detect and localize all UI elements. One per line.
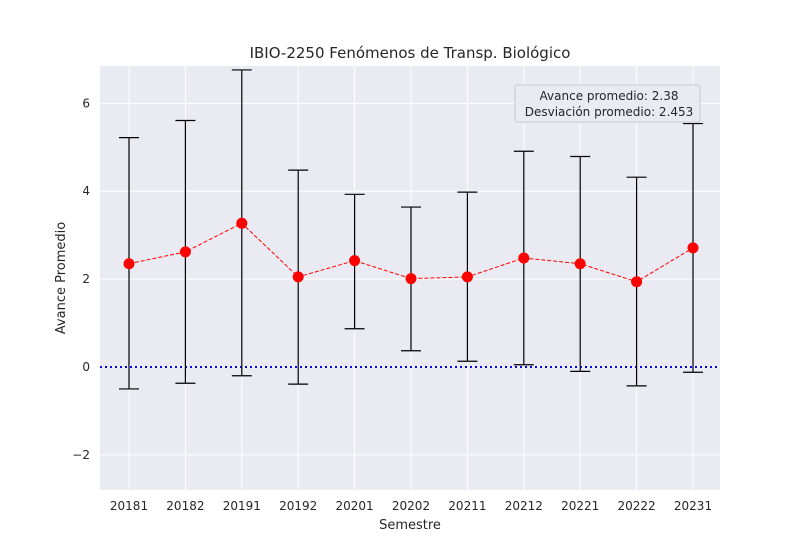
x-tick-label: 20201 — [336, 499, 374, 513]
data-point — [687, 242, 699, 254]
data-point — [574, 258, 586, 270]
data-point — [292, 271, 304, 283]
y-tick-label: 4 — [82, 184, 90, 198]
annotation-line-deviation: Desviación promedio: 2.453 — [525, 105, 694, 119]
x-tick-label: 20222 — [618, 499, 656, 513]
x-tick-label: 20192 — [279, 499, 317, 513]
data-point — [405, 273, 417, 285]
annotation-box: Avance promedio: 2.38 Desviación promedi… — [514, 84, 701, 123]
annotation-frame — [514, 84, 701, 123]
chart-title: IBIO-2250 Fenómenos de Transp. Biológico — [250, 44, 571, 62]
data-point — [461, 271, 473, 283]
y-axis-label: Avance Promedio — [54, 222, 69, 334]
x-tick-label: 20181 — [110, 499, 148, 513]
y-tick-label: 0 — [82, 360, 90, 374]
x-tick-label: 20182 — [166, 499, 204, 513]
data-point — [236, 217, 248, 229]
x-tick-label: 20202 — [392, 499, 430, 513]
y-tick-label: 2 — [82, 272, 90, 286]
y-tick-label: −2 — [72, 448, 90, 462]
x-tick-label: 20231 — [674, 499, 712, 513]
annotation-line-mean: Avance promedio: 2.38 — [540, 89, 679, 103]
x-tick-label: 20191 — [223, 499, 261, 513]
data-point — [631, 276, 643, 288]
data-point — [179, 246, 191, 258]
tick-layer: 20181 20182 20191 20192 20201 20202 20211 20212… — [72, 96, 712, 513]
data-point — [349, 255, 361, 267]
data-point — [518, 252, 530, 264]
x-tick-label: 20212 — [505, 499, 543, 513]
x-tick-label: 20211 — [448, 499, 486, 513]
x-axis-label: Semestre — [379, 518, 441, 533]
x-tick-label: 20221 — [561, 499, 599, 513]
marker-layer — [123, 217, 699, 288]
mean-series-line — [128, 222, 694, 283]
y-tick-label: 6 — [82, 96, 90, 110]
line-layer — [128, 222, 694, 283]
data-point — [123, 258, 135, 270]
